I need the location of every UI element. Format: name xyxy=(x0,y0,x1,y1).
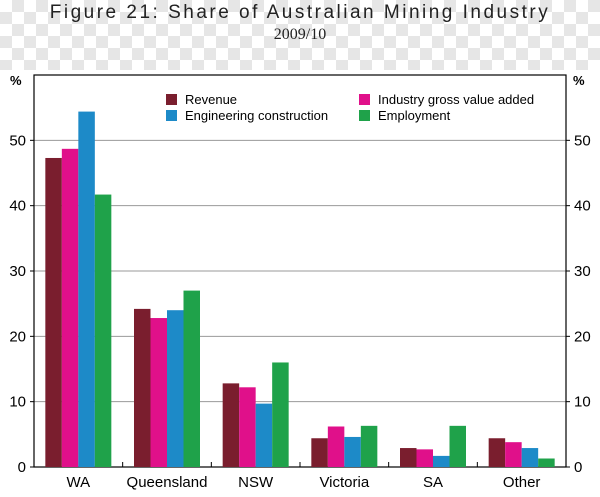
bar xyxy=(150,318,167,467)
legend-swatch xyxy=(359,110,370,121)
bar xyxy=(134,308,151,467)
legend-label: Employment xyxy=(378,108,451,123)
legend-swatch xyxy=(166,94,177,105)
y-tick-label-left: 30 xyxy=(9,263,26,280)
bar xyxy=(222,383,240,467)
bar xyxy=(183,290,200,467)
bar xyxy=(239,387,256,467)
bar xyxy=(311,438,328,467)
y-tick-label-right: 20 xyxy=(574,328,591,345)
bar xyxy=(327,426,345,467)
legend-swatch xyxy=(359,94,370,105)
bar xyxy=(94,194,112,467)
legend-label: Industry gross value added xyxy=(378,92,534,107)
legend-swatch xyxy=(166,110,177,121)
y-tick-label-left: 0 xyxy=(18,459,26,476)
bar xyxy=(505,442,522,467)
bar xyxy=(400,448,417,467)
bar xyxy=(167,310,184,467)
legend-label: Revenue xyxy=(185,92,237,107)
x-tick-label: Other xyxy=(503,474,541,491)
bar xyxy=(61,148,79,467)
y-tick-label-left: 40 xyxy=(9,198,26,215)
y-tick-label-right: 0 xyxy=(574,459,582,476)
bar xyxy=(521,448,539,467)
bar xyxy=(78,111,95,467)
bar xyxy=(45,157,62,467)
y-tick-label-right: 40 xyxy=(574,198,591,215)
bar xyxy=(538,458,555,467)
chart-subtitle: 2009/10 xyxy=(273,26,327,43)
y-tick-label-right: 30 xyxy=(574,263,591,280)
bar xyxy=(272,362,289,467)
bar xyxy=(449,425,466,467)
chart-title: Figure 21: Share of Australian Mining In… xyxy=(49,2,551,23)
bar xyxy=(416,449,433,467)
bar xyxy=(255,403,273,467)
y-tick-label-left: 50 xyxy=(9,132,26,149)
y-unit-left: % xyxy=(10,73,22,88)
legend-label: Engineering construction xyxy=(185,108,328,123)
y-unit-right: % xyxy=(573,73,585,88)
bar xyxy=(433,455,450,467)
x-tick-label: SA xyxy=(423,474,443,491)
y-tick-label-left: 10 xyxy=(9,394,26,411)
x-tick-label: WA xyxy=(67,474,91,491)
bar xyxy=(344,436,361,467)
x-tick-label: NSW xyxy=(238,474,274,491)
bar xyxy=(360,425,378,467)
y-tick-label-left: 20 xyxy=(9,328,26,345)
x-tick-label: Victoria xyxy=(319,474,369,491)
y-tick-label-right: 50 xyxy=(574,132,591,149)
y-tick-label-right: 10 xyxy=(574,394,591,411)
x-tick-label: Queensland xyxy=(127,474,208,491)
bar xyxy=(488,438,506,467)
